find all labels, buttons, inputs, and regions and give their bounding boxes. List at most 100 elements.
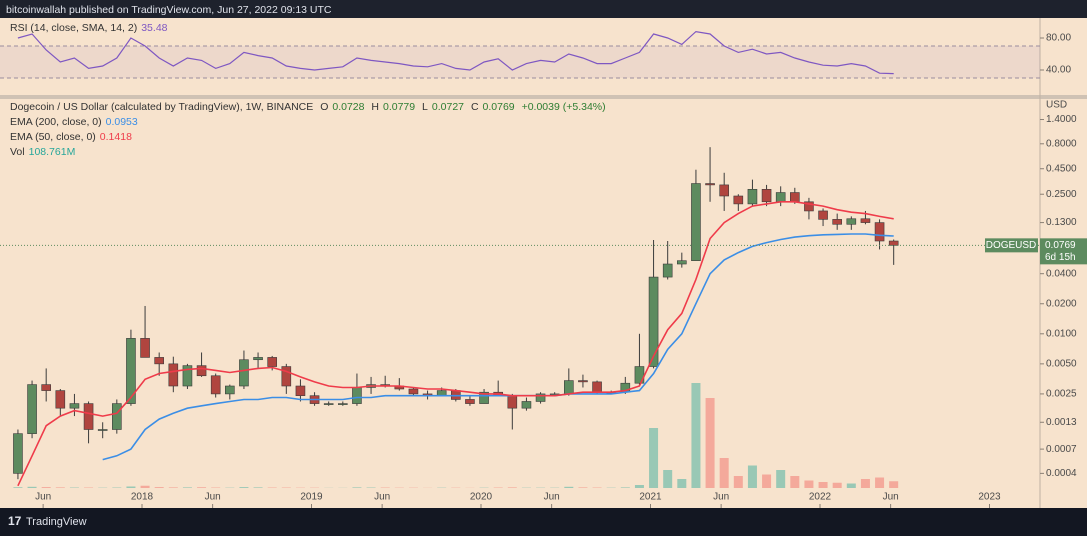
candle-body xyxy=(69,403,80,409)
candle-body xyxy=(323,403,334,405)
candle-body xyxy=(267,357,277,367)
y-tick-label: 0.0004 xyxy=(1046,468,1077,479)
x-tick-label: 2019 xyxy=(300,492,323,503)
volume-bar xyxy=(634,485,644,488)
candle-body xyxy=(338,403,348,405)
candle-body xyxy=(691,183,701,261)
candle-body xyxy=(41,384,51,391)
volume-bar xyxy=(804,480,814,488)
volume-bar xyxy=(691,383,701,488)
y-axis-label: USD xyxy=(1046,100,1067,111)
y-tick-label: 0.0007 xyxy=(1046,444,1077,455)
volume-bar xyxy=(790,476,800,488)
candle-body xyxy=(677,260,687,265)
ema-line xyxy=(17,201,894,487)
y-tick-label: 1.4000 xyxy=(1046,114,1077,125)
candle-body xyxy=(196,365,207,377)
candle-body xyxy=(83,403,94,430)
symbol-title: Dogecoin / US Dollar (calculated by Trad… xyxy=(10,101,314,113)
volume-bar xyxy=(507,487,517,488)
legend-ema200: EMA (200, close, 0) 0.0953 xyxy=(10,116,142,128)
candle-body xyxy=(578,380,588,383)
candle-body xyxy=(662,263,673,278)
volume-bar xyxy=(860,479,870,488)
x-tick-label: Jun xyxy=(883,492,899,503)
y-tick-label: 0.2500 xyxy=(1046,189,1077,200)
volume-bar xyxy=(168,487,178,488)
x-tick-label: 2020 xyxy=(470,492,493,503)
legend-volume: Vol 108.761M xyxy=(10,146,79,158)
price-badge xyxy=(1040,238,1087,265)
candle-body xyxy=(27,384,37,434)
pane-separator xyxy=(0,95,1087,99)
legend-name: Vol xyxy=(10,146,25,158)
candle-body xyxy=(775,192,786,203)
volume-bar xyxy=(818,482,828,488)
legend-name: EMA (50, close, 0) xyxy=(10,131,96,143)
volume-bar xyxy=(197,487,207,488)
y-tick-label: 0.0025 xyxy=(1046,389,1077,400)
volume-bar xyxy=(776,470,786,488)
legend-name: EMA (200, close, 0) xyxy=(10,116,102,128)
candle-body xyxy=(55,390,66,409)
price-label: 0.0769 xyxy=(1045,240,1076,251)
volume-bar xyxy=(705,398,715,488)
legend-value: 0.0953 xyxy=(105,116,138,128)
ohlc-value: 0.0727 xyxy=(431,101,465,113)
candle-body xyxy=(648,276,659,367)
candle-body xyxy=(818,210,828,220)
candle-body xyxy=(239,359,249,387)
candle-body xyxy=(507,395,518,409)
volume-bar xyxy=(846,483,856,488)
symbol-badge xyxy=(985,238,1038,253)
volume-bar xyxy=(13,487,23,488)
volume-bar xyxy=(747,465,757,488)
volume-bar xyxy=(762,474,772,488)
ohlc-key: H xyxy=(371,101,379,113)
volume-bar xyxy=(253,487,263,488)
candle-body xyxy=(719,184,729,197)
volume-bar xyxy=(126,486,136,488)
header-text: bitcoinwallah published on TradingView.c… xyxy=(6,4,332,16)
candle-body xyxy=(253,357,263,361)
volume-bar xyxy=(733,476,743,488)
volume-bar xyxy=(832,482,842,488)
y-tick-label: 0.0100 xyxy=(1046,328,1077,339)
x-tick-label: Jun xyxy=(544,492,560,503)
volume-bar xyxy=(239,487,249,488)
candle-body xyxy=(761,189,772,203)
candle-body xyxy=(140,338,150,358)
volume-bar xyxy=(41,487,51,488)
ohlc-key: O xyxy=(320,101,329,113)
legend-value: 0.1418 xyxy=(99,131,132,143)
candle-body xyxy=(874,222,885,242)
candle-body xyxy=(154,357,164,365)
x-tick-label: Jun xyxy=(205,492,221,503)
candle-body xyxy=(860,218,871,223)
candle-body xyxy=(846,218,857,225)
candle-body xyxy=(182,365,193,387)
ema-line xyxy=(102,233,894,461)
volume-bar xyxy=(889,481,899,488)
candle-body xyxy=(733,195,744,205)
volume-bar xyxy=(154,487,164,488)
rsi-value: 35.48 xyxy=(141,22,168,34)
x-tick-label: Jun xyxy=(713,492,729,503)
countdown-label: 6d 15h xyxy=(1045,252,1076,263)
candle-body xyxy=(705,183,715,186)
y-tick-label: 0.0400 xyxy=(1046,268,1077,279)
x-tick-label: 2022 xyxy=(809,492,832,503)
volume-bar xyxy=(55,487,65,488)
rsi-title: RSI (14, close, SMA, 14, 2) xyxy=(10,22,138,34)
candle-body xyxy=(210,375,221,395)
candle-body xyxy=(790,192,800,203)
volume-bar xyxy=(719,458,729,488)
candle-body xyxy=(465,399,475,404)
candle-body xyxy=(13,433,23,474)
volume-bar xyxy=(620,487,630,488)
candle-body xyxy=(97,429,108,431)
candle-body xyxy=(225,385,235,395)
candle-body xyxy=(521,401,532,409)
ohlc-value: 0.0769 xyxy=(482,101,515,113)
